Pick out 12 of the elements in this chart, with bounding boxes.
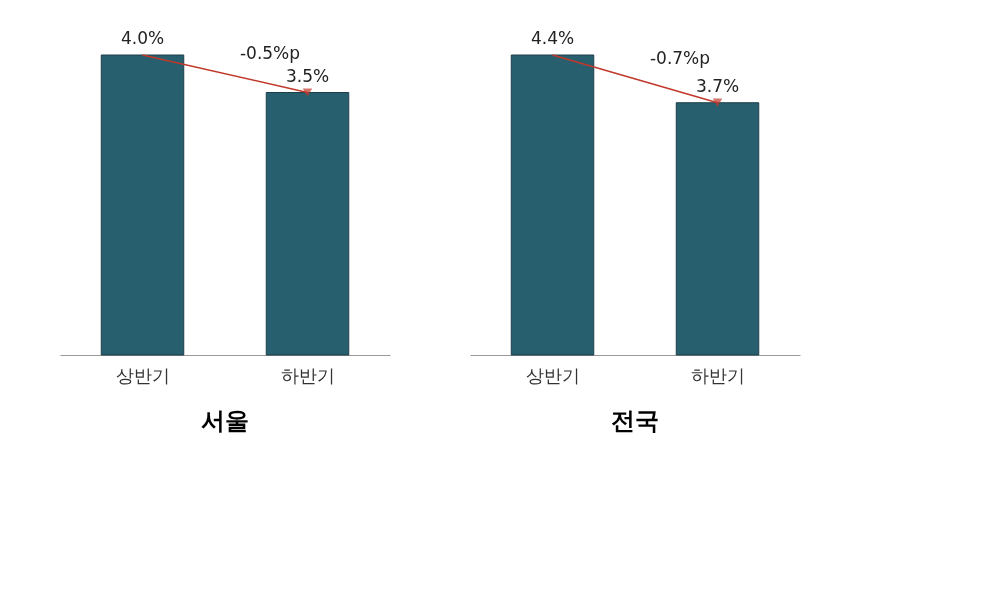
text: 전국 xyxy=(611,407,659,435)
x-tick-label: 상반기 xyxy=(115,364,170,386)
x-tick-label: 상반기 xyxy=(525,364,580,386)
text: 서울 xyxy=(201,407,249,435)
x-tick-label: 하반기 xyxy=(690,364,745,386)
data-label: 3.7% xyxy=(695,75,740,96)
data-label: 3.5% xyxy=(285,65,330,86)
annotation: -0.5%p xyxy=(239,42,301,63)
x-tick-label: 하반기 xyxy=(280,364,335,386)
annotation: -0.7%p xyxy=(649,47,711,68)
data-label: 4.4% xyxy=(530,28,575,48)
data-label: 4.0% xyxy=(120,28,165,48)
